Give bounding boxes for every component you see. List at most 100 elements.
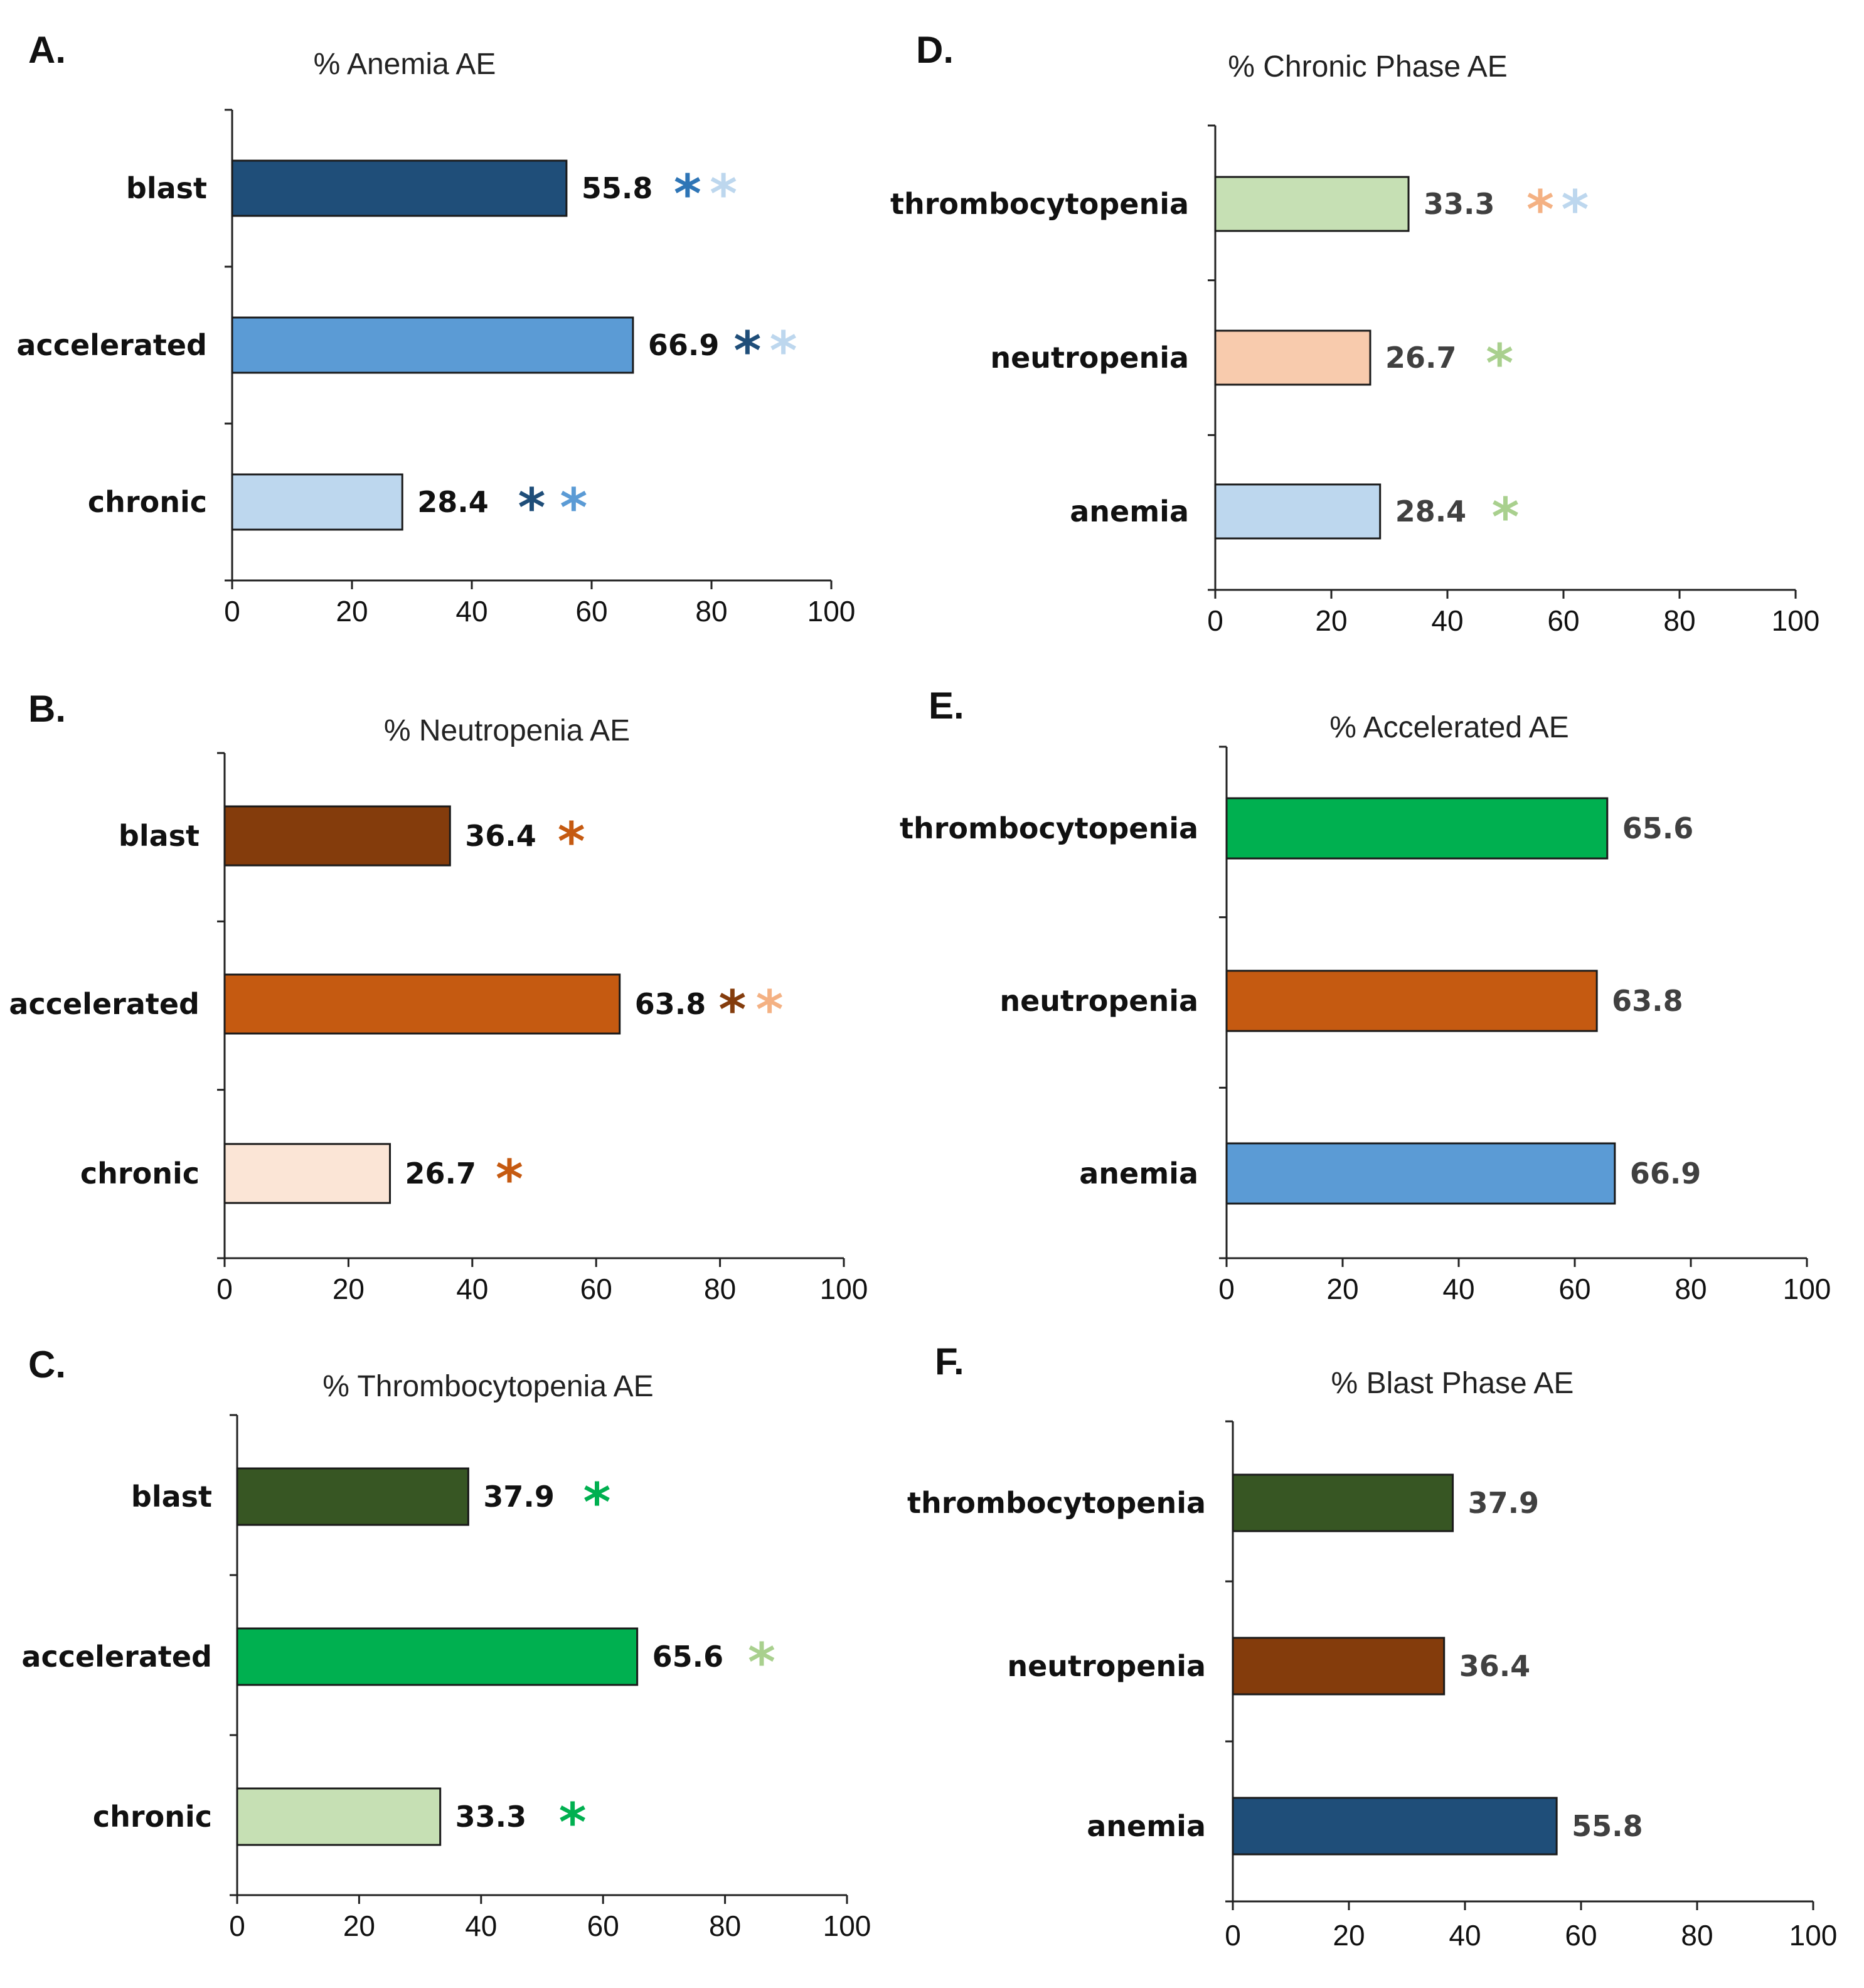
bar-blast <box>236 1467 469 1526</box>
category-label: anemia <box>1087 1809 1206 1843</box>
value-label: 37.9 <box>483 1480 555 1514</box>
value-label: 28.4 <box>1395 494 1467 528</box>
x-tick-label: 0 <box>1218 1273 1235 1305</box>
significance-asterisk: * <box>1492 486 1520 548</box>
significance-asterisk: * <box>748 1632 775 1693</box>
panel-letter: F. <box>935 1340 964 1382</box>
panel-letter: E. <box>929 685 964 727</box>
chart-panel-f: F. % Blast Phase AE 0 20 40 60 80 100 thrombocyt… <box>907 1340 1837 1952</box>
value-label: 26.7 <box>405 1157 477 1190</box>
value-label: 33.3 <box>455 1800 527 1834</box>
value-label: 36.4 <box>465 819 536 853</box>
x-tick-label: 40 <box>1449 1919 1481 1952</box>
category-label: blast <box>126 171 207 205</box>
value-label: 28.4 <box>417 485 489 519</box>
x-tick-label: 40 <box>1431 604 1463 637</box>
significance-asterisk: * <box>518 477 546 538</box>
category-label: anemia <box>1079 1157 1198 1190</box>
category-label: thrombocytopenia <box>890 187 1189 221</box>
x-tick-label: 20 <box>1333 1919 1365 1952</box>
significance-asterisk: * <box>1486 333 1513 394</box>
bar-thrombocytopenia <box>1225 797 1609 860</box>
value-label: 55.8 <box>1572 1809 1643 1843</box>
bar-chronic <box>231 473 403 531</box>
x-tick-label: 80 <box>1663 604 1695 637</box>
x-tick-label: 60 <box>587 1910 619 1942</box>
category-label: chronic <box>93 1800 212 1834</box>
x-tick-label: 100 <box>1783 1273 1831 1305</box>
x-tick-label: 80 <box>704 1273 736 1305</box>
x-tick-label: 100 <box>820 1273 868 1305</box>
value-label: 26.7 <box>1385 341 1457 375</box>
category-label: blast <box>119 819 200 853</box>
x-tick-label: 60 <box>1547 604 1579 637</box>
category-label: accelerated <box>16 328 207 362</box>
x-tick-label: 60 <box>575 595 607 628</box>
chart-title: % Thrombocytopenia AE <box>322 1370 653 1403</box>
chart-title: % Chronic Phase AE <box>1228 50 1508 83</box>
x-tick-label: 0 <box>229 1910 245 1942</box>
significance-asterisk: * <box>496 1148 523 1210</box>
x-tick-label: 0 <box>1225 1919 1241 1952</box>
significance-asterisk: * <box>756 979 784 1040</box>
x-tick-label: 0 <box>224 595 240 628</box>
value-label: 33.3 <box>1424 187 1495 221</box>
x-tick-label: 40 <box>465 1910 497 1942</box>
significance-asterisk: * <box>558 811 585 872</box>
chart-panel-e: E. % Accelerated AE 0 20 40 60 80 100 thrombocyt… <box>900 685 1831 1305</box>
chart-title: % Neutropenia AE <box>384 714 630 747</box>
category-label: neutropenia <box>990 341 1189 375</box>
value-label: 36.4 <box>1459 1649 1531 1683</box>
value-label: 37.9 <box>1468 1486 1540 1520</box>
bar-chronic <box>223 1143 391 1204</box>
significance-asterisk: * <box>583 1472 611 1533</box>
bar-neutropenia <box>1232 1637 1446 1696</box>
x-tick-label: 100 <box>823 1910 871 1942</box>
significance-asterisk: * <box>1526 179 1554 240</box>
x-tick-label: 80 <box>1681 1919 1713 1952</box>
significance-asterisk: * <box>674 163 701 225</box>
value-label: 66.9 <box>1630 1157 1702 1190</box>
x-tick-label: 20 <box>333 1273 365 1305</box>
category-label: accelerated <box>21 1640 212 1674</box>
significance-asterisk: * <box>718 979 746 1040</box>
category-label: blast <box>131 1480 212 1514</box>
x-tick-label: 20 <box>1326 1273 1358 1305</box>
bar-blast <box>223 805 451 867</box>
category-label: thrombocytopenia <box>907 1486 1206 1520</box>
value-label: 65.6 <box>1622 811 1694 845</box>
bar-accelerated <box>231 316 634 374</box>
x-tick-label: 20 <box>1315 604 1347 637</box>
significance-asterisk: * <box>770 320 797 382</box>
significance-asterisk: * <box>560 477 587 538</box>
panel-letter: A. <box>28 29 66 71</box>
bar-thrombocytopenia <box>1214 176 1410 232</box>
bar-accelerated <box>236 1627 639 1686</box>
bar-anemia <box>1214 483 1382 540</box>
x-tick-label: 80 <box>695 595 727 628</box>
category-label: chronic <box>80 1157 200 1190</box>
panel-letter: C. <box>28 1344 66 1386</box>
chart-panel-c: C. % Thrombocytopenia AE 0 20 40 60 80 100 blast… <box>21 1344 871 1942</box>
category-label: thrombocytopenia <box>900 811 1198 845</box>
panel-letter: D. <box>916 29 954 71</box>
category-label: neutropenia <box>999 984 1198 1018</box>
x-tick-label: 100 <box>807 595 856 628</box>
chart-panel-d: D. % Chronic Phase AE 0 20 40 60 80 100 thromboc… <box>890 29 1819 637</box>
x-tick-label: 20 <box>343 1910 375 1942</box>
x-tick-label: 60 <box>580 1273 612 1305</box>
bar-neutropenia <box>1214 329 1371 386</box>
x-tick-label: 80 <box>709 1910 741 1942</box>
chart-title: % Accelerated AE <box>1329 711 1569 744</box>
bar-chronic <box>236 1787 442 1846</box>
x-tick-label: 0 <box>1207 604 1223 637</box>
bar-thrombocytopenia <box>1232 1473 1454 1532</box>
bar-anemia <box>1225 1142 1616 1205</box>
chart-title: % Blast Phase AE <box>1331 1367 1574 1400</box>
chart-panel-b: B. % Neutropenia AE 0 20 40 60 80 100 blast 36.4 *… <box>9 688 868 1305</box>
bar-anemia <box>1232 1797 1558 1856</box>
x-tick-label: 40 <box>456 1273 488 1305</box>
value-label: 63.8 <box>1612 984 1683 1018</box>
value-label: 65.6 <box>652 1640 724 1674</box>
